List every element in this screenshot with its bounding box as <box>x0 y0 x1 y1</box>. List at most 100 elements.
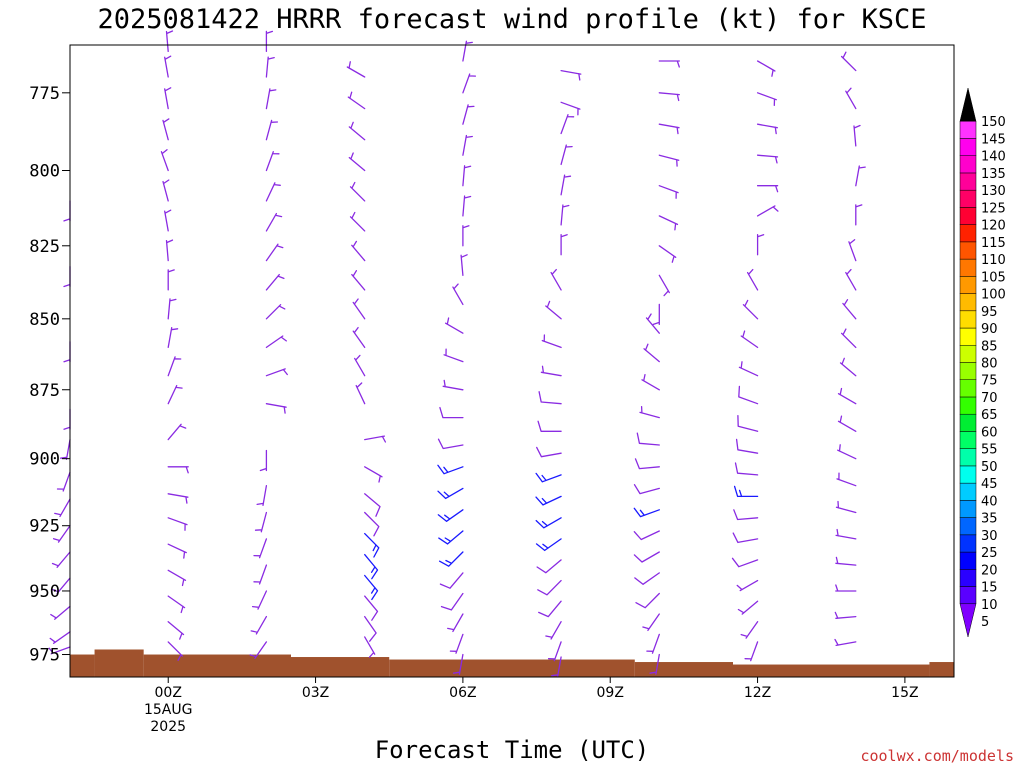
wind-barb <box>541 334 562 349</box>
colorbar-label: 55 <box>981 443 998 458</box>
colorbar-cell <box>959 87 977 122</box>
colorbar-label: 45 <box>981 477 998 492</box>
wind-barb <box>447 613 464 633</box>
colorbar-cell <box>959 258 977 277</box>
colorbar-label: 75 <box>981 374 998 389</box>
wind-barb <box>658 215 679 231</box>
y-tick-label: 850 <box>29 310 60 330</box>
wind-barb <box>537 579 562 596</box>
wind-barb <box>354 354 366 377</box>
colorbar-cell <box>959 465 977 484</box>
wind-barb <box>364 615 377 642</box>
colorbar-label: 40 <box>981 494 998 509</box>
wind-barb <box>835 584 857 592</box>
wind-barb <box>251 590 268 610</box>
colorbar-cell <box>959 207 977 225</box>
wind-barb <box>756 154 779 164</box>
colorbar-cell <box>959 448 977 467</box>
colorbar-label: 65 <box>981 408 998 423</box>
y-axis: 775 800 825 850 875 900 925 950 975 <box>29 84 70 666</box>
wind-barb <box>439 572 464 589</box>
colorbar-label: 60 <box>981 425 998 440</box>
wind-barb <box>364 532 380 558</box>
colorbar-cell <box>959 224 977 243</box>
wind-barb <box>438 530 464 545</box>
wind-barb <box>560 234 568 256</box>
wind-barb <box>633 551 660 563</box>
y-tick-label: 975 <box>29 646 60 666</box>
wind-barb <box>265 273 285 291</box>
wind-barb <box>834 638 857 647</box>
wind-barb <box>756 185 779 193</box>
colorbar-cell <box>959 276 977 294</box>
wind-barb <box>547 641 562 662</box>
wind-barb <box>167 298 177 320</box>
wind-barb <box>460 254 468 276</box>
wind-barb <box>756 205 779 217</box>
wind-barb <box>639 405 660 419</box>
colorbar-cell <box>959 155 977 174</box>
wind-barb <box>351 270 366 291</box>
wind-barb <box>50 605 71 620</box>
wind-barb <box>733 509 759 521</box>
wind-barb <box>839 357 857 377</box>
colorbar-label: 70 <box>981 391 998 406</box>
wind-barb <box>550 268 562 291</box>
wind-barb <box>63 265 71 288</box>
colorbar-label: 150 <box>981 115 1006 130</box>
wind-barb <box>535 538 562 552</box>
x-tick-label: 09Z <box>597 685 624 701</box>
wind-barb <box>52 525 71 543</box>
colorbar-label: 85 <box>981 339 998 354</box>
wind-barb <box>635 592 660 609</box>
wind-barb <box>756 234 765 256</box>
wind-barb <box>535 472 562 483</box>
y-tick-label: 825 <box>29 237 60 257</box>
wind-barb <box>740 621 759 639</box>
colorbar-cell <box>959 431 977 449</box>
wind-barb <box>437 509 464 522</box>
wind-barb <box>256 485 268 507</box>
chart-title: 2025081422 HRRR forecast wind profile (k… <box>97 4 926 35</box>
colorbar-cell <box>959 517 977 536</box>
colorbar-cell <box>959 172 977 191</box>
wind-barb <box>165 239 174 262</box>
y-tick-label: 900 <box>29 450 60 470</box>
wind-barb <box>646 633 660 654</box>
wind-barb <box>636 432 660 446</box>
wind-barb <box>254 511 268 533</box>
y-tick-label: 950 <box>29 582 60 602</box>
wind-barb <box>658 185 679 199</box>
wind-barb <box>49 631 71 644</box>
y-tick-label: 925 <box>29 517 60 537</box>
colorbar-label: 35 <box>981 512 998 527</box>
wind-barb <box>351 240 366 262</box>
colorbar-cell <box>959 138 977 156</box>
wind-barb <box>364 595 379 621</box>
colorbar-label: 130 <box>981 184 1006 199</box>
wind-barb <box>652 303 660 326</box>
wind-barb <box>658 123 680 135</box>
wind-barb <box>54 498 71 518</box>
wind-barb <box>59 438 71 460</box>
wind-barb <box>733 485 759 498</box>
wind-barb <box>633 507 660 518</box>
credit-text: coolwx.com/models <box>860 747 1014 765</box>
wind-barb <box>855 165 866 187</box>
wind-barb <box>164 87 172 110</box>
wind-barb <box>835 556 857 566</box>
wind-barb <box>633 484 660 495</box>
wind-barb <box>834 611 857 619</box>
wind-barb <box>63 200 71 222</box>
colorbar-label: 105 <box>981 270 1006 285</box>
wind-barb <box>545 621 562 640</box>
colorbar-cell <box>959 569 977 587</box>
colorbar-cell <box>959 586 977 605</box>
colorbar-label: 145 <box>981 132 1006 147</box>
colorbar-label: 95 <box>981 305 998 320</box>
x-tick-label: 12Z <box>744 685 771 701</box>
colorbar-cell <box>959 551 977 570</box>
terrain-segment <box>143 654 291 677</box>
colorbar-label: 20 <box>981 563 998 578</box>
